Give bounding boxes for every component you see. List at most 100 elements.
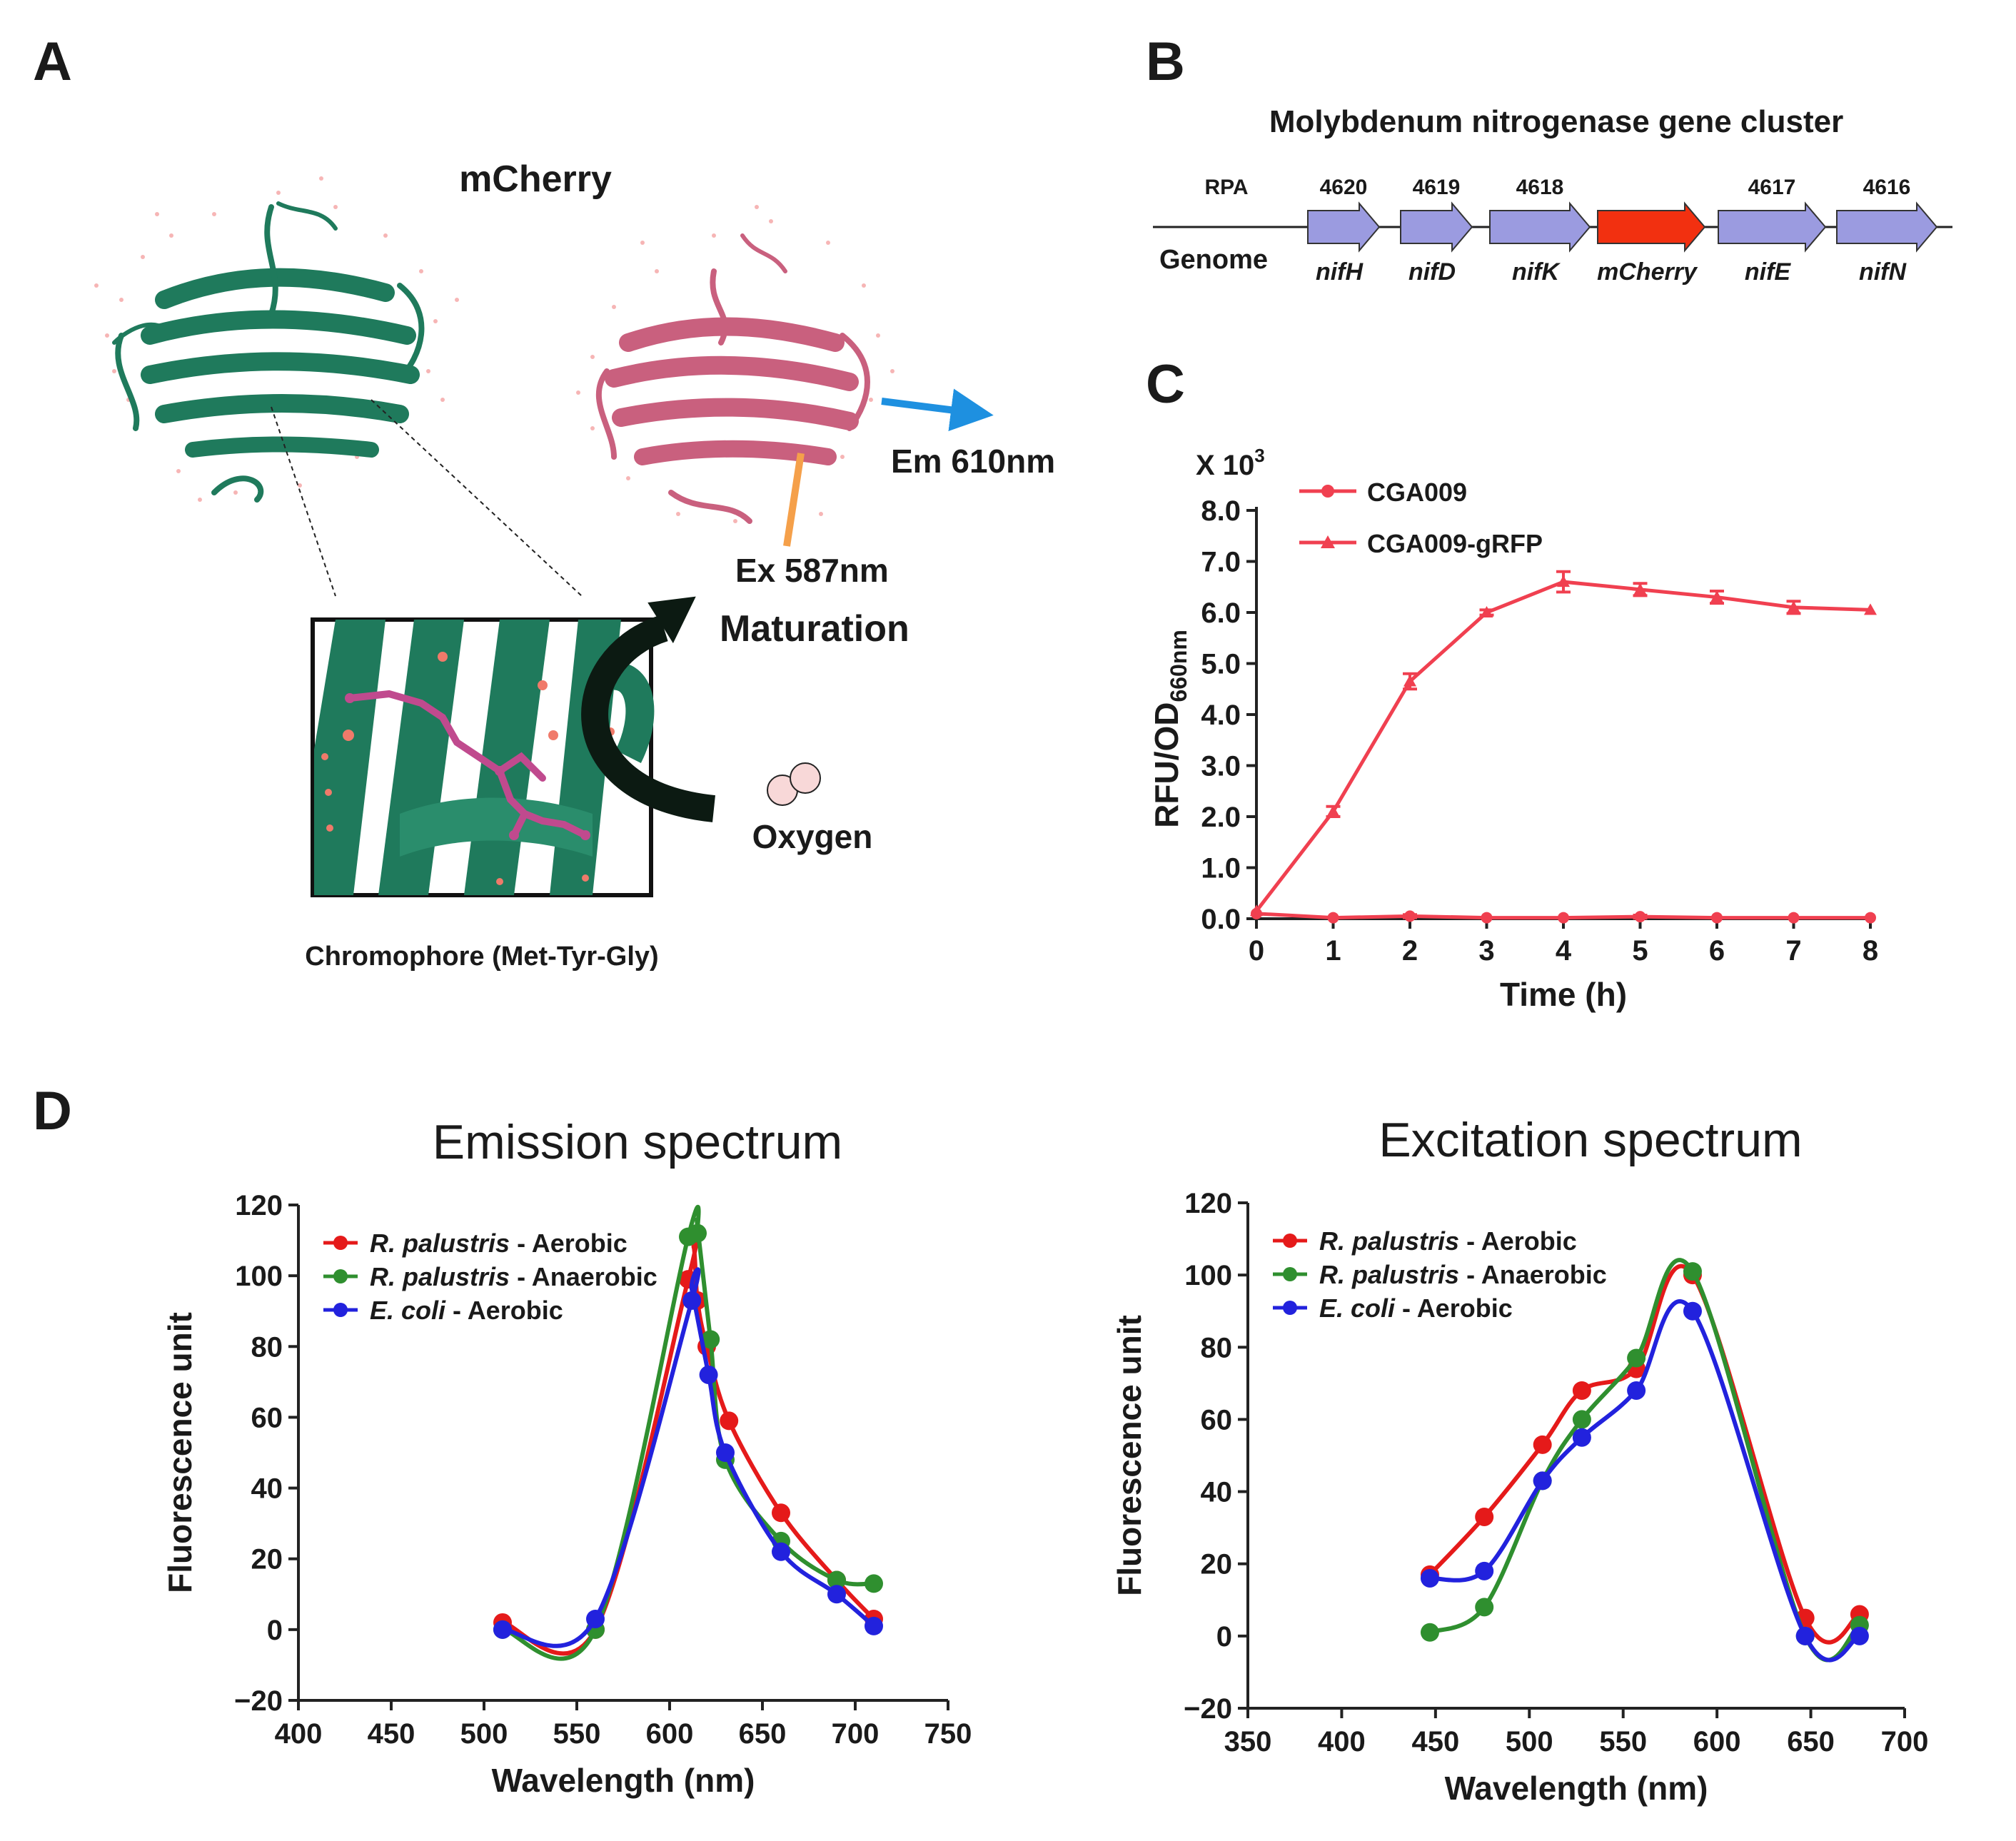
gene-name-label: nifN xyxy=(1859,258,1907,286)
gene-locus-label: 4617 xyxy=(1748,176,1796,199)
x-tick-label: 650 xyxy=(1787,1726,1835,1757)
gene-locus-label: 4618 xyxy=(1516,176,1564,199)
excitation-label: Ex 587nm xyxy=(735,552,889,589)
immature-protein-structure xyxy=(112,201,425,503)
data-point xyxy=(1326,805,1340,817)
x-tick-label: 700 xyxy=(832,1718,880,1750)
x-tick-label: 0 xyxy=(1249,935,1264,967)
series-line xyxy=(1429,1299,1860,1663)
legend-label: E. coli - Aerobic xyxy=(370,1296,563,1325)
data-point xyxy=(772,1542,790,1561)
series-CGA009: CGA009 xyxy=(1251,478,1876,924)
chart-title: Emission spectrum xyxy=(433,1115,842,1169)
series-line xyxy=(1428,1264,1861,1645)
x-tick-label: 3 xyxy=(1478,935,1494,967)
legend-label: R. palustris - Anaerobic xyxy=(370,1262,657,1291)
pink-protein-halo xyxy=(576,205,894,523)
y-tick-label: 60 xyxy=(251,1402,283,1433)
data-point xyxy=(1633,582,1647,595)
legend-marker xyxy=(333,1269,348,1283)
gene-locus-label: 4620 xyxy=(1320,176,1368,199)
data-point xyxy=(865,1616,883,1635)
y-tick-label: 100 xyxy=(235,1261,283,1292)
data-point xyxy=(1557,575,1570,587)
chromophore-caption: Chromophore (Met-Tyr-Gly) xyxy=(305,942,658,972)
legend-marker xyxy=(1283,1301,1297,1315)
legend-marker xyxy=(333,1236,348,1250)
data-point xyxy=(1864,603,1877,615)
x-tick-label: 400 xyxy=(1318,1726,1366,1757)
data-point xyxy=(1533,1435,1552,1454)
data-point xyxy=(1420,1623,1439,1642)
gene-name-label: mCherry xyxy=(1597,258,1698,286)
gene-name-label: nifE xyxy=(1745,258,1792,286)
y-tick-label: 20 xyxy=(1201,1549,1233,1580)
x-tick-label: 550 xyxy=(1599,1726,1647,1757)
data-point xyxy=(1420,1568,1439,1588)
x-tick-label: 6 xyxy=(1709,935,1725,967)
data-point xyxy=(1327,912,1339,924)
series-0: R. palustris - Aerobic xyxy=(1273,1226,1869,1645)
legend-marker xyxy=(1283,1267,1297,1281)
panel-d: D Emission spectrum−20020406080100120400… xyxy=(33,1081,1928,1807)
panel-b: B Molybdenum nitrogenase gene cluster RP… xyxy=(1146,31,1952,286)
emission-label: Em 610nm xyxy=(891,443,1055,480)
data-point xyxy=(1683,1301,1702,1321)
data-point xyxy=(1403,675,1416,687)
y-tick-label: 3.0 xyxy=(1201,751,1241,782)
rpa-label: RPA xyxy=(1204,176,1248,199)
y-tick-label: 7.0 xyxy=(1201,547,1241,578)
y-tick-label: 2.0 xyxy=(1201,802,1241,833)
x-tick-label: 7 xyxy=(1785,935,1801,967)
legend-label: R. palustris - Aerobic xyxy=(370,1229,628,1258)
legend-marker xyxy=(1283,1234,1297,1248)
gene-locus-label: 4619 xyxy=(1413,176,1461,199)
x-axis-label: Wavelength (nm) xyxy=(1445,1770,1708,1807)
series-1: R. palustris - Anaerobic xyxy=(323,1204,883,1661)
panel-b-label: B xyxy=(1146,31,1185,92)
emission-spectrum-chart: Emission spectrum −20 0 20 40 60 80 100 120 400 45… xyxy=(161,1115,972,1799)
data-point xyxy=(1404,910,1416,922)
excitation-arrow xyxy=(783,453,805,547)
data-point xyxy=(1250,904,1263,917)
mature-protein-structure xyxy=(595,233,870,524)
gene-cluster-title: Molybdenum nitrogenase gene cluster xyxy=(1269,104,1843,139)
gene-name-label: nifK xyxy=(1512,258,1561,286)
growth-chart: 0.0 1.0 2.0 3.0 4.0 5.0 6.0 7.0 8.0 0 1 2 3 4 5 6 7 8 Time… xyxy=(1148,445,1878,1013)
data-point xyxy=(1795,1626,1815,1645)
series-2: E. coli - Aerobic xyxy=(1273,1293,1869,1663)
data-point xyxy=(716,1443,735,1462)
green-protein-halo xyxy=(94,176,459,502)
data-point xyxy=(720,1411,739,1431)
data-point xyxy=(699,1365,718,1384)
data-point xyxy=(772,1503,790,1523)
x-tick-label: 4 xyxy=(1556,935,1572,967)
y-tick-label: 8.0 xyxy=(1201,495,1241,527)
legend-marker xyxy=(1321,535,1335,548)
x-tick-label: 400 xyxy=(275,1718,323,1750)
data-point xyxy=(1683,1262,1702,1281)
data-point xyxy=(1788,912,1800,924)
x-tick-label: 2 xyxy=(1402,935,1418,967)
x-tick-label: 1 xyxy=(1325,935,1341,967)
x-tick-label: 350 xyxy=(1224,1726,1272,1757)
gene-locus-label: 4616 xyxy=(1863,176,1911,199)
y-axis-label: Fluorescence unit xyxy=(1111,1315,1148,1596)
data-point xyxy=(1865,912,1876,924)
data-point xyxy=(1558,912,1569,924)
x-tick-label: 700 xyxy=(1881,1726,1929,1757)
data-point xyxy=(1572,1410,1591,1429)
series-line xyxy=(502,1267,875,1648)
zoom-line-left xyxy=(271,406,336,597)
x-tick-label: 750 xyxy=(924,1718,972,1750)
y-tick-label: 80 xyxy=(251,1331,283,1363)
legend-label: R. palustris - Anaerobic xyxy=(1319,1260,1607,1289)
y-tick-label: 40 xyxy=(1201,1477,1233,1508)
y-tick-label: −20 xyxy=(1184,1693,1232,1725)
y-tick-label: 6.0 xyxy=(1201,597,1241,629)
gene-arrow-nifE xyxy=(1718,201,1827,253)
x-tick-label: 5 xyxy=(1632,935,1648,967)
data-point xyxy=(682,1291,702,1310)
protein-name: mCherry xyxy=(459,158,612,200)
